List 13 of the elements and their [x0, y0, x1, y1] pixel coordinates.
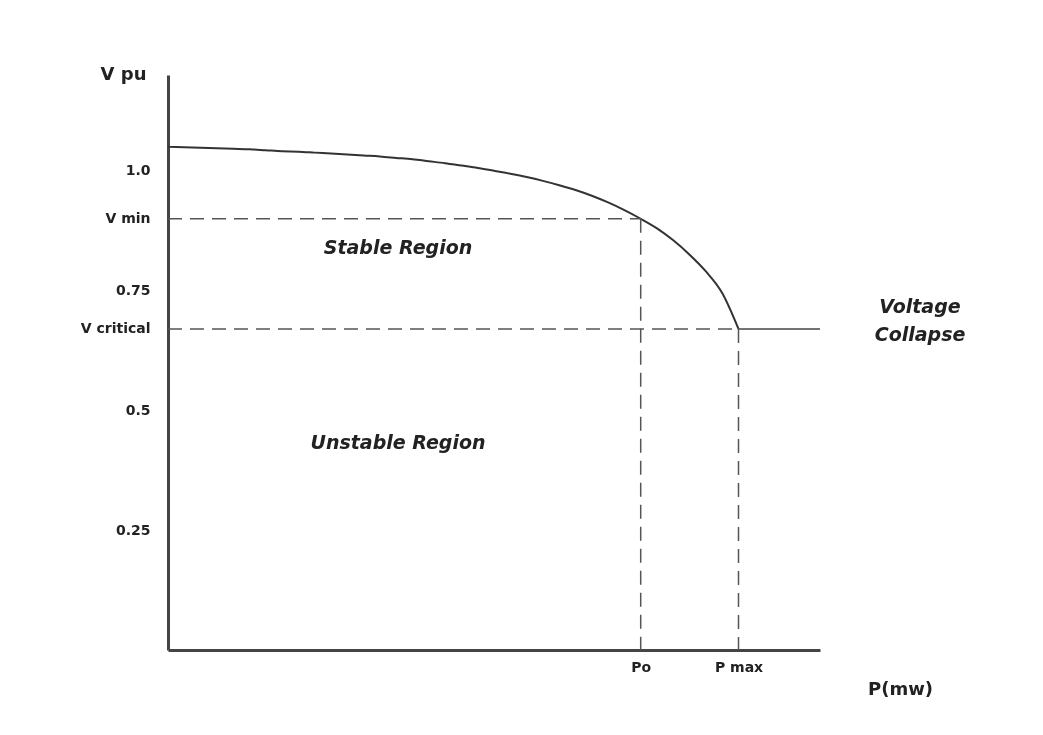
annotation: Unstable Region	[310, 431, 486, 453]
y-tick-label: 0.5	[125, 401, 151, 418]
x-tick-label: P max	[714, 658, 764, 675]
y-tick-label: 0.25	[115, 521, 151, 538]
y-tick-label: V min	[105, 210, 151, 227]
y-tick-label: 0.75	[115, 282, 151, 299]
x-axis-title: P(mw)	[867, 677, 934, 699]
x-tick-label: Po	[631, 658, 652, 675]
annotation: Stable Region	[323, 235, 473, 258]
text: Voltage Collapse	[874, 294, 966, 345]
y-tick-label: V critical	[80, 320, 151, 337]
y-axis-title: V pu	[100, 62, 147, 84]
y-tick-label: 1.0	[125, 162, 151, 179]
